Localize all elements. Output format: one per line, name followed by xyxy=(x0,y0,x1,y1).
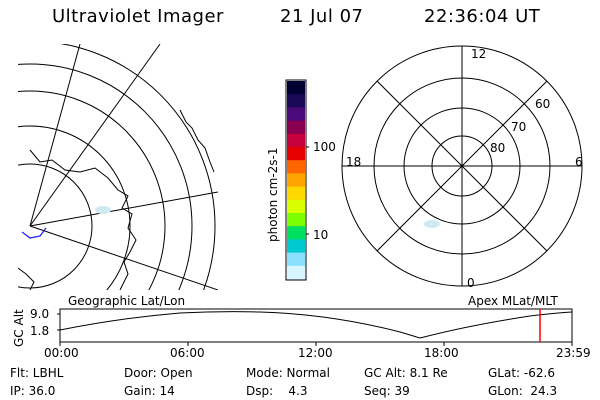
timeline-x-tick-0600: 06:00 xyxy=(170,346,205,360)
timeline-y-tick-min: 1.8 xyxy=(30,324,50,338)
ip-readout: IP: 36.0 xyxy=(10,384,56,398)
mlt-label-0: 0 xyxy=(467,276,475,290)
dsp-readout: Dsp: 4.3 xyxy=(246,384,308,398)
colorbar-band xyxy=(287,94,305,108)
timeline-y-tick-max: 9.0 xyxy=(30,307,50,321)
colorbar-tick-100: 100 xyxy=(313,140,336,154)
colorbar-band xyxy=(287,81,305,95)
colorbar-band xyxy=(287,265,305,280)
colorbar xyxy=(285,79,309,281)
timeline-plot xyxy=(57,308,573,346)
colorbar-band xyxy=(287,226,305,240)
gain-readout: Gain: 14 xyxy=(124,384,175,398)
right-panel-caption: Apex MLat/MLT xyxy=(468,294,558,308)
coastline xyxy=(29,149,137,290)
gc-alt-readout: GC Alt: 8.1 Re xyxy=(364,366,448,380)
seq-readout: Seq: 39 xyxy=(364,384,410,398)
coastline-south xyxy=(18,267,35,290)
colorbar-band xyxy=(287,133,305,148)
timeline-x-tick-2359: 23:59 xyxy=(556,346,591,360)
polar-plot xyxy=(341,45,583,287)
colorbar-band xyxy=(287,173,305,188)
mlat-label-60: 60 xyxy=(535,97,551,111)
window-title: Ultraviolet Imager xyxy=(52,6,224,27)
mlat-label-70: 70 xyxy=(511,120,527,134)
timeline-y-axis-label: GC Alt xyxy=(12,309,26,347)
mode-readout: Mode: Normal xyxy=(246,366,330,380)
colorbar-band xyxy=(287,252,305,267)
mlt-label-6: 6 xyxy=(575,155,583,169)
mlat-label-80: 80 xyxy=(490,141,506,155)
date-readout: 21 Jul 07 xyxy=(280,6,364,27)
colorbar-band xyxy=(287,107,305,122)
time-readout: 22:36:04 UT xyxy=(424,6,541,27)
aurora-blob-left xyxy=(95,206,111,214)
colorbar-band xyxy=(287,160,305,174)
gc-alt-curve xyxy=(59,311,573,339)
timeline-x-tick-0000: 00:00 xyxy=(44,346,79,360)
colorbar-tick-10: 10 xyxy=(313,228,329,242)
geographic-map xyxy=(18,44,218,290)
mlt-label-18: 18 xyxy=(346,155,362,169)
timeline-x-tick-1800: 18:00 xyxy=(424,346,459,360)
colorbar-band xyxy=(287,186,305,201)
door-readout: Door: Open xyxy=(124,366,193,380)
coastline-west xyxy=(21,227,47,239)
left-panel-caption: Geographic Lat/Lon xyxy=(68,294,186,308)
coastline-north xyxy=(179,109,215,173)
glat-readout: GLat: -62.6 xyxy=(488,366,555,380)
colorbar-band xyxy=(287,239,305,254)
aurora-blob-right xyxy=(424,220,440,228)
timeline-x-tick-1200: 12:00 xyxy=(298,346,333,360)
colorbar-unit-label: photon cm-2s-1 xyxy=(266,147,280,243)
glon-readout: GLon: 24.3 xyxy=(488,384,558,398)
colorbar-band xyxy=(287,213,305,227)
colorbar-band xyxy=(287,120,305,135)
mlt-label-12: 12 xyxy=(471,47,487,61)
colorbar-band xyxy=(287,147,305,161)
filter-readout: Flt: LBHL xyxy=(10,366,64,380)
colorbar-band xyxy=(287,199,305,214)
